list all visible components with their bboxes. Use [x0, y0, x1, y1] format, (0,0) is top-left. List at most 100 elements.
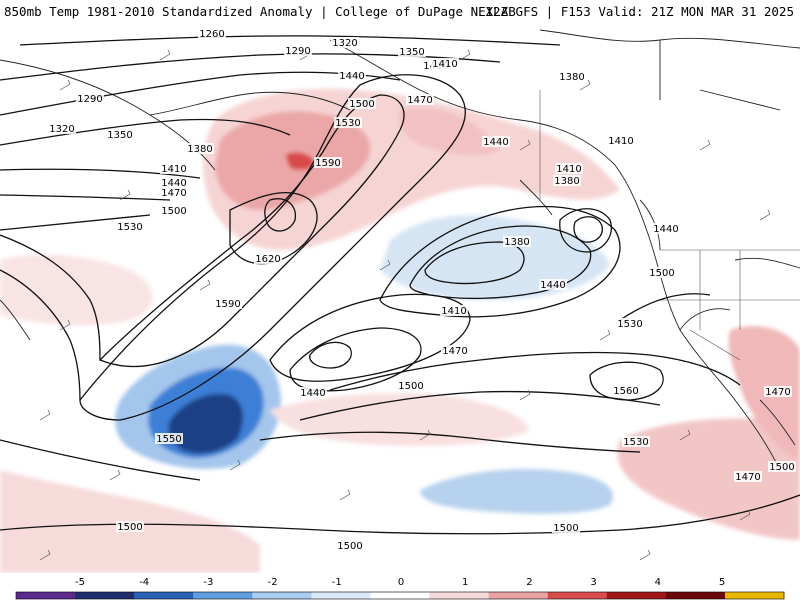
warm-anomaly-peak: [285, 152, 315, 170]
contour-label: 1350: [107, 130, 132, 141]
contour-label-bg: [314, 157, 342, 168]
height-contours: [0, 35, 800, 535]
colorbar-tick-label: -3: [203, 577, 213, 588]
contour-label: 1500: [553, 523, 578, 534]
contour-label-bg: [155, 433, 183, 444]
contour-label: 1350: [399, 47, 424, 58]
contour-label: 1410: [556, 164, 581, 175]
contour-labels: 1260129013201350141013801290132013501440…: [48, 28, 796, 552]
contour-label-bg: [160, 205, 188, 216]
colorbar-segment: [488, 592, 549, 599]
colorbar-outline: [15, 591, 785, 600]
colorbar-tick-label: -1: [332, 577, 342, 588]
contour-label-bg: [482, 136, 510, 147]
coastlines: [0, 29, 800, 471]
borders: [539, 90, 800, 361]
contour-label-bg: [768, 461, 796, 472]
colorbar-segment: [252, 592, 312, 599]
colorbar-segment: [665, 592, 726, 599]
contour-label-bg: [334, 117, 362, 128]
contour-label: 1440: [300, 388, 325, 399]
contour-label-bg: [48, 123, 76, 134]
colorbar-segment: [370, 592, 431, 599]
contour-label: 1410: [608, 136, 633, 147]
contour-label-bg: [116, 521, 144, 532]
contour-label: 1500: [769, 462, 794, 473]
contour-label-bg: [440, 305, 468, 316]
contour-label-bg: [616, 318, 644, 329]
colorbar-segment: [134, 592, 194, 599]
map-title: 850mb Temp 1981-2010 Standardized Anomal…: [4, 4, 516, 19]
header-bar: 850mb Temp 1981-2010 Standardized Anomal…: [0, 0, 800, 22]
contour-label-bg: [648, 267, 676, 278]
contour-label: 1500: [161, 206, 186, 217]
contour-label-bg: [160, 177, 188, 188]
contour-label-bg: [186, 143, 214, 154]
contour-label: 1500: [649, 268, 674, 279]
contour-label: 1530: [623, 437, 648, 448]
contour-label: 1470: [442, 346, 467, 357]
colorbar-segment: [429, 592, 490, 599]
contour-label-bg: [160, 187, 188, 198]
contour-label-bg: [406, 94, 434, 105]
colorbar-tick-label: -5: [75, 577, 85, 588]
colorbar-tick-label: 1: [462, 577, 468, 588]
colorbar-segment: [724, 592, 785, 599]
contour-label: 1530: [117, 222, 142, 233]
colorbar-tick-label: 5: [719, 577, 725, 588]
colorbar-ticks: -5 -4 -3 -2 -1 0 1 2 3 4 5: [75, 577, 725, 588]
colorbar-tick-label: 0: [398, 577, 404, 588]
colorbar-segment: [606, 592, 667, 599]
contour-label-bg: [106, 129, 134, 140]
contour-label-bg: [612, 385, 640, 396]
contour-label: 1440: [339, 71, 364, 82]
contour-label-bg: [348, 98, 376, 109]
colorbar: -5 -4 -3 -2 -1 0 1 2 3 4 5: [0, 573, 800, 600]
cold-anomaly-deep: [168, 393, 243, 454]
contour-label-bg: [397, 380, 425, 391]
contour-label-bg: [160, 163, 188, 174]
contour-label: 1620: [255, 254, 280, 265]
contour-label: 1440: [161, 178, 186, 189]
contour-label-bg: [607, 135, 635, 146]
contour-label-bg: [331, 37, 359, 48]
contour-label: 1500: [337, 541, 362, 552]
contour-label: 1470: [407, 95, 432, 106]
contour-label-bg: [398, 46, 426, 57]
contour-label-bg: [336, 540, 364, 551]
contour-label-bg: [552, 522, 580, 533]
contour-label: 1500: [398, 381, 423, 392]
contour-label-bg: [284, 45, 312, 56]
contour-label-bg: [764, 386, 792, 397]
anomaly-map: 1260129013201350141013801290132013501440…: [0, 22, 800, 573]
contour-label: 1560: [613, 386, 638, 397]
contour-label: 1590: [315, 158, 340, 169]
contour-label: 1470: [161, 188, 186, 199]
contour-label: 1500: [117, 522, 142, 533]
contour-label-bg: [214, 298, 242, 309]
contour-label: 1290: [285, 46, 310, 57]
colorbar-tick-label: -2: [268, 577, 278, 588]
contour-label: 1530: [617, 319, 642, 330]
contour-label: 1380: [504, 237, 529, 248]
contour-label-bg: [553, 175, 581, 186]
colorbar-segment: [547, 592, 608, 599]
contour-label-bg: [431, 58, 459, 69]
contour-label: 1440: [653, 224, 678, 235]
contour-label-bg: [622, 436, 650, 447]
contour-label: 1290: [77, 94, 102, 105]
cool-anomaly-pacific: [380, 215, 610, 300]
contour-label: 1440: [540, 280, 565, 291]
contour-label: 1470: [765, 387, 790, 398]
contour-label: 1530: [335, 118, 360, 129]
contour-label: 1500: [349, 99, 374, 110]
contour-label: 1260: [199, 29, 224, 40]
contour-label: 1320: [332, 38, 357, 49]
colorbar-bar: [15, 591, 785, 600]
colorbar-segment: [75, 592, 135, 599]
contour-label-bg: [116, 221, 144, 232]
contour-label-bg: [503, 236, 531, 247]
contour-label: 1410: [441, 306, 466, 317]
contour-label-bg: [441, 345, 469, 356]
